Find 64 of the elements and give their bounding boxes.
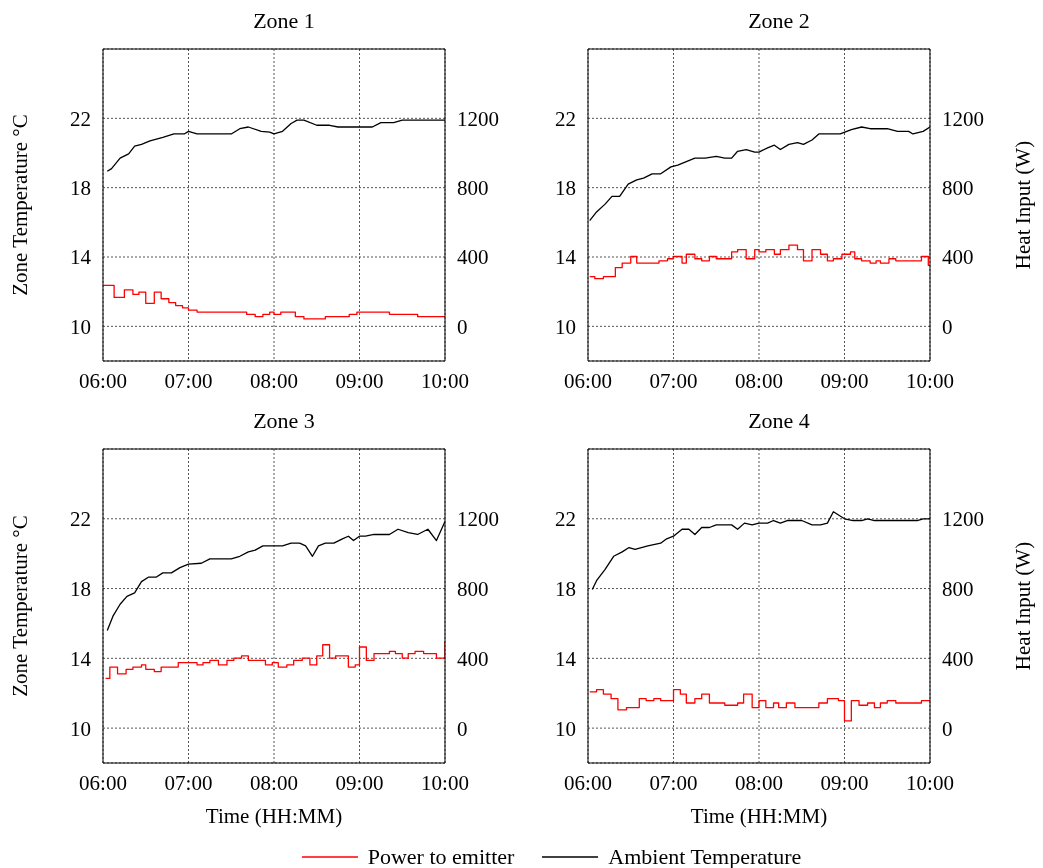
chart-title: Zone 2: [747, 8, 811, 35]
legend-label: Power to emitter: [367, 844, 515, 868]
x-tick-label: 08:00: [735, 770, 783, 795]
y-axis-title: Zone Temperature °C: [8, 515, 33, 697]
y2-tick-label: 800: [942, 176, 974, 201]
y-tick-label: 14: [70, 245, 92, 270]
y-tick-label: 14: [555, 646, 577, 671]
x-tick-label: 07:00: [649, 368, 698, 393]
chart-title: Zone 3: [252, 408, 316, 435]
y2-axis-title: Heat Input (W): [1011, 541, 1036, 671]
x-tick-label: 07:00: [164, 770, 213, 795]
y2-tick-label: 400: [942, 245, 974, 270]
y-tick-label: 10: [70, 716, 91, 741]
y-tick-label: 18: [70, 176, 91, 201]
chart-title: Zone 4: [747, 408, 811, 435]
y-tick-label: 22: [70, 507, 91, 532]
x-tick-label: 10:00: [421, 770, 469, 795]
y2-tick-label: 400: [457, 245, 489, 270]
x-tick-label: 06:00: [564, 770, 612, 795]
y2-tick-label: 1200: [942, 106, 984, 131]
y-tick-label: 14: [70, 646, 92, 671]
y2-tick-label: 400: [457, 646, 489, 671]
y2-tick-label: 1200: [942, 507, 984, 532]
y2-tick-label: 1200: [457, 507, 499, 532]
chart-title: Zone 1: [252, 8, 316, 35]
y2-tick-label: 0: [942, 314, 953, 339]
y-tick-label: 22: [555, 106, 576, 131]
x-tick-label: 06:00: [79, 368, 127, 393]
y-tick-label: 18: [70, 577, 91, 602]
x-tick-label: 07:00: [164, 368, 213, 393]
x-axis-title: Time (HH:MM): [205, 804, 343, 828]
y-tick-label: 22: [70, 106, 91, 131]
x-tick-label: 07:00: [649, 770, 698, 795]
x-tick-label: 10:00: [421, 368, 469, 393]
x-tick-label: 08:00: [250, 770, 298, 795]
y2-tick-label: 800: [457, 176, 489, 201]
x-tick-label: 06:00: [564, 368, 612, 393]
x-tick-label: 06:00: [79, 770, 127, 795]
x-tick-label: 09:00: [820, 770, 869, 795]
y2-tick-label: 400: [942, 646, 974, 671]
x-tick-label: 10:00: [906, 770, 954, 795]
x-tick-label: 08:00: [250, 368, 298, 393]
y2-tick-label: 800: [457, 577, 489, 602]
y-axis-title: Zone Temperature °C: [8, 114, 33, 296]
x-tick-label: 09:00: [335, 770, 384, 795]
y-tick-label: 18: [555, 577, 576, 602]
y2-tick-label: 0: [457, 716, 468, 741]
legend-label: Ambient Temperature: [608, 844, 802, 868]
y-tick-label: 10: [555, 314, 576, 339]
x-tick-label: 10:00: [906, 368, 954, 393]
x-tick-label: 09:00: [820, 368, 869, 393]
y2-tick-label: 0: [457, 314, 468, 339]
x-tick-label: 09:00: [335, 368, 384, 393]
y-tick-label: 10: [70, 314, 91, 339]
y-tick-label: 18: [555, 176, 576, 201]
x-axis-title: Time (HH:MM): [690, 804, 828, 828]
y2-axis-title: Heat Input (W): [1011, 140, 1036, 270]
y-tick-label: 22: [555, 507, 576, 532]
y2-tick-label: 800: [942, 577, 974, 602]
y2-tick-label: 0: [942, 716, 953, 741]
y-tick-label: 14: [555, 245, 577, 270]
y2-tick-label: 1200: [457, 106, 499, 131]
y-tick-label: 10: [555, 716, 576, 741]
x-tick-label: 08:00: [735, 368, 783, 393]
